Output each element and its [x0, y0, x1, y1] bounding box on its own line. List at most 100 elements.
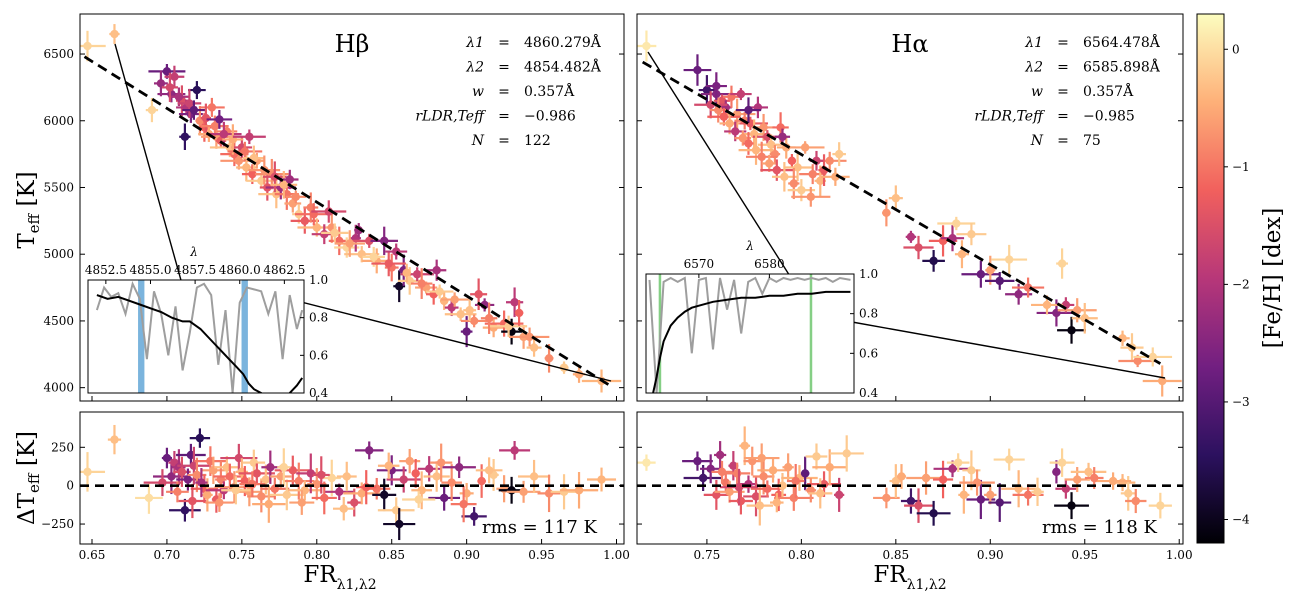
data-point: [177, 88, 202, 118]
hbeta-rms-label: rms = 117 K: [482, 517, 598, 538]
inset-y-tick-label: 0.4: [309, 386, 328, 400]
hbeta-residual-points: [80, 424, 617, 541]
data-point: [1011, 277, 1045, 298]
param-equals: =: [498, 109, 510, 125]
inset-x-tick-label: 4860.0: [219, 263, 261, 277]
data-point: [903, 235, 934, 260]
data-point: [896, 464, 907, 489]
halpha-fit-line: [641, 60, 1162, 365]
hbeta-title: Hβ: [335, 30, 370, 58]
x-tick-label: 0.85: [378, 548, 405, 562]
y-tick-label: 6500: [43, 47, 74, 61]
data-point: [993, 448, 1025, 471]
data-point: [933, 460, 954, 499]
data-point: [332, 496, 355, 521]
x-tick-label: 0.80: [303, 548, 330, 562]
data-point: [1125, 488, 1147, 514]
y-tick-label: 0: [66, 479, 74, 493]
y-tick-label: 5500: [43, 180, 74, 194]
data-point: [888, 185, 903, 211]
halpha-residual-x-ticks: 0.75 0.80 0.85 0.90 0.95 1.00: [694, 539, 1193, 562]
data-point: [637, 30, 657, 62]
param-symbol: λ1: [1024, 35, 1043, 51]
data-point: [537, 474, 561, 513]
param-value: 0.357Å: [1083, 82, 1134, 100]
inset-band: [809, 274, 813, 393]
data-point: [788, 167, 800, 200]
data-point: [475, 457, 503, 484]
data-point: [832, 142, 846, 167]
colorbar-gradient: [1196, 13, 1225, 544]
param-value: 122: [524, 133, 551, 149]
data-point: [1148, 492, 1172, 519]
halpha-residual-points: [637, 426, 1172, 526]
data-point: [206, 121, 242, 147]
data-point: [805, 443, 828, 470]
param-equals: =: [1057, 84, 1069, 100]
data-point: [135, 482, 163, 514]
data-point: [922, 250, 945, 272]
y-tick-label: 250: [51, 440, 74, 454]
data-point: [742, 119, 766, 149]
data-point: [178, 483, 207, 519]
colorbar: 0 −1 −2 −3 −4 [Fe/H] [dex]: [1196, 13, 1286, 544]
param-symbol: λ2: [465, 60, 484, 76]
halpha-points: [637, 30, 1182, 397]
data-point: [940, 225, 965, 252]
inset-y-tick-label: 1.0: [309, 273, 328, 287]
data-point: [730, 88, 752, 101]
hbeta-x-ticks: [91, 396, 618, 401]
param-equals: =: [1057, 133, 1069, 149]
data-point: [334, 230, 365, 257]
inset-observed-spectrum: [95, 280, 304, 393]
data-point: [321, 223, 349, 243]
data-point: [745, 141, 778, 172]
data-point: [480, 302, 498, 334]
param-equals: =: [498, 133, 510, 149]
y-tick-label: 4500: [43, 314, 74, 328]
data-point: [984, 485, 997, 505]
data-point: [505, 287, 524, 318]
data-point: [499, 440, 531, 460]
colorbar-tick-label: −4: [1232, 512, 1250, 526]
data-point: [440, 292, 469, 307]
data-point: [411, 459, 420, 488]
param-value: 4860.279Å: [524, 33, 602, 51]
data-point: [711, 460, 733, 483]
data-point: [283, 462, 315, 500]
inset-x-tick-label: 6570: [684, 257, 715, 271]
inset-x-tick-label: 4862.5: [263, 263, 305, 277]
data-point: [354, 441, 384, 460]
colorbar-tick-label: −1: [1232, 160, 1250, 174]
x-tick-label: 0.70: [154, 548, 181, 562]
inset-model-spectrum: [652, 290, 851, 393]
inset-x-label: λ: [745, 239, 754, 253]
data-point: [402, 263, 411, 283]
data-point: [402, 491, 436, 508]
data-point: [916, 500, 951, 526]
data-point: [1056, 248, 1069, 279]
data-point: [202, 478, 213, 512]
data-point: [205, 493, 234, 512]
data-point: [1142, 365, 1182, 397]
data-point: [1055, 478, 1077, 499]
y-tick-label: 6000: [43, 114, 74, 128]
inset-x-label: λ: [189, 245, 198, 259]
data-point: [812, 449, 848, 486]
inset-model-spectrum: [96, 294, 304, 393]
inset-connector: [647, 51, 801, 293]
data-point: [743, 443, 780, 473]
inset-x-tick-label: 4852.5: [85, 263, 127, 277]
data-point: [169, 498, 201, 522]
panel-hbeta-residual: −250 0 250 0.65 0.70 0.75 0.80 0.85 0.90 0.95 1.0…: [41, 411, 630, 562]
data-point: [637, 454, 656, 471]
param-equals: =: [498, 60, 510, 76]
data-point: [991, 244, 1028, 275]
data-point: [1057, 316, 1086, 344]
data-point: [239, 471, 266, 497]
hbeta-params: λ1 = 4860.279Å λ2 = 4854.482Å w = 0.357Å rLDR,Tef…: [415, 33, 601, 149]
fit-line: [641, 60, 1162, 365]
param-equals: =: [1057, 35, 1069, 51]
data-point: [166, 481, 189, 503]
inset-frame: [645, 273, 855, 394]
